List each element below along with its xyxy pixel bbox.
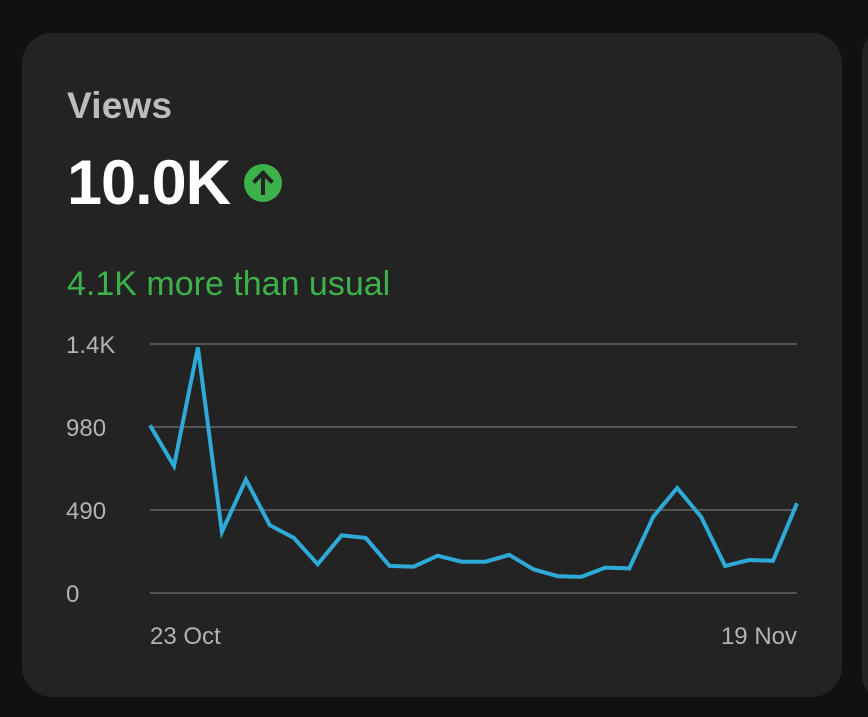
y-tick-label: 1.4K [66, 332, 115, 359]
comparison-text: 4.1K more than usual [67, 265, 391, 303]
arrow-up-circle-icon [244, 164, 283, 202]
y-axis: 1.4K 980 490 0 [66, 332, 115, 608]
series [148, 347, 799, 579]
next-card-edge [862, 33, 868, 697]
x-tick-label: 23 Oct [150, 623, 221, 650]
card-title: Views [67, 85, 173, 126]
y-tick-label: 980 [66, 415, 106, 442]
x-axis: 23 Oct 19 Nov [150, 623, 797, 650]
x-tick-label: 19 Nov [721, 623, 797, 650]
y-tick-label: 490 [66, 498, 106, 525]
views-card[interactable]: Views 10.0K 4.1K more than usual [22, 33, 842, 697]
y-tick-label: 0 [66, 581, 79, 608]
views-value: 10.0K [67, 148, 231, 218]
metric-row: 10.0K [67, 148, 283, 218]
views-series-line [148, 347, 799, 579]
gridlines [150, 343, 797, 594]
